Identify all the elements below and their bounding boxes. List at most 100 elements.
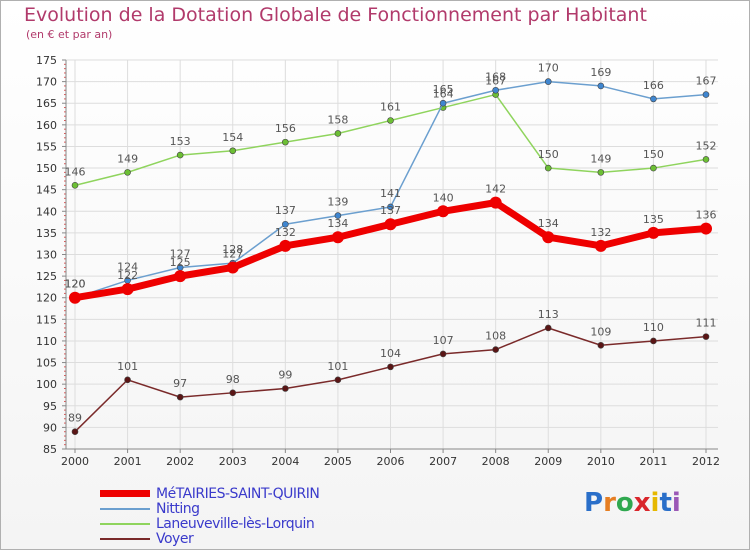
legend-swatch [100,507,150,510]
data-point [176,151,184,159]
y-tick-label: 105 [36,357,57,370]
data-label: 152 [696,139,717,152]
data-label: 146 [65,165,86,178]
data-point [174,270,187,283]
data-point [71,428,79,436]
data-label: 101 [117,360,138,373]
data-label: 113 [538,308,559,321]
data-point [279,239,292,252]
data-point [544,78,552,85]
data-point [597,341,605,349]
logo-letter: i [671,488,681,518]
y-tick-label: 160 [36,119,57,132]
data-point [647,226,660,239]
y-tick-label: 115 [36,313,57,326]
data-label: 150 [538,148,559,161]
data-label: 150 [643,148,664,161]
data-label: 128 [222,243,243,256]
x-tick-label: 2003 [219,455,247,468]
legend-swatch [100,490,150,497]
data-label: 97 [173,377,187,390]
x-tick-label: 2005 [324,455,352,468]
data-label: 139 [327,196,348,209]
data-point [439,350,447,358]
data-point [702,156,710,163]
proxiti-logo: Proxiti [584,488,681,518]
data-point [542,231,555,244]
data-point [229,147,237,155]
data-point [650,95,657,103]
data-point [334,212,342,219]
y-tick-label: 170 [36,76,57,89]
x-tick-label: 2009 [534,455,562,468]
data-label: 122 [117,269,138,282]
y-tick-label: 175 [36,54,57,67]
y-tick-label: 155 [36,140,57,153]
data-label: 167 [485,75,506,88]
legend-label: MéTAIRIES-SAINT-QUIRIN [156,485,320,502]
data-label: 149 [117,152,138,165]
data-label: 104 [380,347,401,360]
y-tick-label: 130 [36,249,57,262]
data-point [650,337,657,345]
y-tick-label: 100 [36,378,57,391]
data-point [489,196,502,209]
data-point [544,164,552,172]
data-point [387,203,394,211]
data-point [387,363,394,371]
data-point [384,218,397,231]
logo-letter: t [659,488,672,518]
data-point [282,220,289,228]
data-label: 89 [68,412,82,425]
chart-subtitle: (en € et par an) [26,28,113,41]
data-label: 135 [643,213,664,226]
data-label: 111 [696,317,717,330]
data-point [439,99,447,107]
logo-letter: r [603,488,616,518]
legend-item-nitting: Nitting [100,501,319,517]
data-label: 127 [222,247,243,260]
data-label: 120 [65,278,86,291]
data-label: 107 [433,334,454,347]
data-point [226,261,239,274]
y-tick-label: 125 [36,270,57,283]
data-point [387,117,394,124]
x-tick-label: 2010 [587,455,615,468]
data-label: 153 [170,135,191,148]
data-label: 156 [275,122,296,135]
data-label: 158 [327,113,348,126]
data-label: 168 [485,70,506,83]
data-label: 134 [327,217,348,230]
y-tick-label: 140 [36,205,57,218]
y-tick-label: 150 [36,162,57,175]
legend-item-metairies: MéTAIRIES-SAINT-QUIRIN [100,485,320,502]
data-label: 127 [170,247,191,260]
data-point [437,205,450,218]
data-label: 98 [226,373,240,386]
data-label: 166 [643,79,664,92]
logo-letter: x [633,488,651,518]
data-label: 101 [327,360,348,373]
data-point [124,169,131,176]
data-label: 120 [65,278,86,291]
legend-swatch [100,537,150,540]
data-point [702,91,710,98]
data-label: 169 [590,66,611,79]
legend-item-voyer: Voyer [100,530,319,547]
x-tick-label: 2002 [166,455,194,468]
y-tick-label: 165 [36,97,57,110]
data-label: 161 [380,101,401,114]
data-point [594,239,607,252]
data-label: 132 [590,226,611,239]
logo-letter: i [650,488,660,518]
data-point [544,324,552,332]
data-label: 140 [433,191,454,204]
data-point [492,86,499,94]
data-label: 137 [275,204,296,217]
chart-legend: MéTAIRIES-SAINT-QUIRIN Nitting Laneuvevi… [100,485,320,547]
data-label: 134 [538,217,559,230]
legend-label: Voyer [156,530,194,547]
y-tick-label: 110 [36,335,57,348]
data-label: 137 [380,204,401,217]
data-point [124,376,131,384]
